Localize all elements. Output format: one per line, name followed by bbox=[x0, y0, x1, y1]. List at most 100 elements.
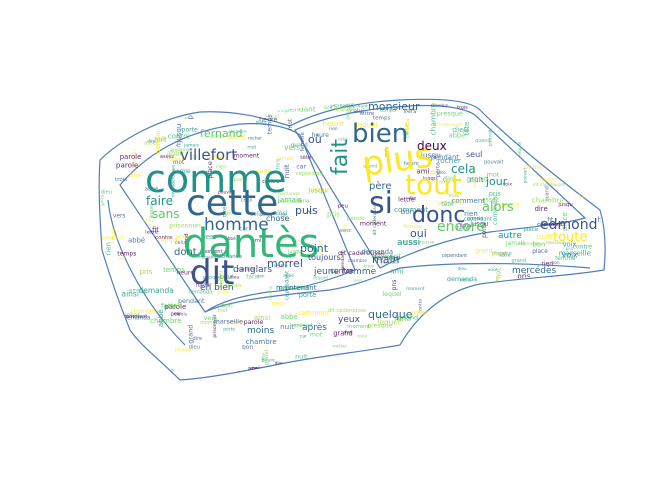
word-parole: parole bbox=[116, 161, 139, 170]
word-ainsi: ainsi bbox=[254, 314, 270, 322]
word-place: place bbox=[114, 339, 123, 360]
word-autre: autre bbox=[498, 231, 522, 241]
word-cependant: cependant bbox=[296, 171, 323, 177]
word-grand: grand bbox=[364, 373, 379, 379]
word-demanda: demanda bbox=[218, 254, 242, 260]
word-mot: mot bbox=[558, 325, 567, 330]
word-pouvait: pouvait bbox=[522, 167, 527, 183]
word-temps: temps bbox=[373, 116, 391, 122]
word-femme: femme bbox=[227, 320, 244, 326]
word-trois: trois bbox=[276, 158, 282, 169]
word-place: place bbox=[523, 227, 538, 233]
word-car: car bbox=[239, 227, 249, 233]
word-demanda: demanda bbox=[476, 293, 501, 299]
word-quand: quand bbox=[471, 373, 489, 379]
book-right-page bbox=[294, 104, 587, 269]
book-outer-edge bbox=[98, 98, 606, 381]
word-prisonnier: prisonnier bbox=[170, 147, 192, 153]
word-place: place bbox=[206, 161, 214, 179]
word-car: car bbox=[452, 311, 460, 322]
word-temps: temps bbox=[266, 114, 274, 135]
word-jusqu: jusqu bbox=[175, 124, 183, 144]
word-jusqu: jusqu bbox=[557, 202, 572, 208]
word-ami: ami bbox=[294, 323, 303, 329]
word-parole: parole bbox=[405, 123, 411, 138]
word-quand: quand bbox=[475, 138, 490, 144]
word-femme: femme bbox=[327, 378, 343, 384]
word-peu: peu bbox=[171, 312, 181, 318]
word-dieu: dieu bbox=[189, 345, 200, 351]
word-pouvait: pouvait bbox=[488, 129, 494, 146]
word-eh-bien: eh bien bbox=[200, 283, 234, 293]
word-presque: presque bbox=[203, 275, 221, 281]
word-heure: heure bbox=[111, 227, 117, 244]
word-faria: faria bbox=[246, 274, 260, 280]
word-rocher: rocher bbox=[367, 219, 381, 225]
word-trois: trois bbox=[376, 350, 387, 356]
word-marseille: marseille bbox=[197, 255, 217, 261]
word-dire: dire bbox=[193, 336, 203, 342]
word-vers: vers bbox=[204, 315, 217, 322]
word-toujours: toujours bbox=[308, 253, 341, 262]
word-faria: faria bbox=[161, 301, 177, 310]
word-pendant: pendant bbox=[154, 125, 162, 154]
word-voix: voix bbox=[243, 101, 255, 107]
word-femme: femme bbox=[237, 376, 253, 382]
word-parole: parole bbox=[492, 252, 508, 258]
word-demanda: demanda bbox=[139, 286, 174, 295]
word-trois: trois bbox=[457, 105, 468, 111]
word-cependant: cependant bbox=[442, 253, 468, 259]
word-fit: fit bbox=[357, 380, 362, 386]
word-comment: comment bbox=[298, 309, 330, 317]
word-ainsi: ainsi bbox=[122, 290, 139, 299]
word-pris: pris bbox=[489, 189, 502, 197]
word-jusqu: jusqu bbox=[287, 249, 301, 255]
word-faria: faria bbox=[394, 314, 411, 323]
word-lequel: lequel bbox=[356, 120, 378, 129]
word-bon: bon bbox=[482, 304, 492, 310]
word-prisonnier: prisonnier bbox=[169, 222, 201, 229]
word-assez: assez bbox=[556, 119, 564, 138]
word-grand: grand bbox=[333, 330, 353, 338]
word-bon: bon bbox=[552, 260, 560, 266]
word-encore: encore bbox=[437, 219, 485, 235]
word-continua: continua bbox=[472, 166, 478, 188]
word-chambre: chambre bbox=[150, 316, 182, 325]
word-ami: ami bbox=[117, 256, 125, 262]
word-lequel: lequel bbox=[333, 105, 354, 113]
word-abbe: abbé bbox=[283, 272, 294, 279]
word-pris: pris bbox=[517, 272, 531, 281]
word-voix: voix bbox=[503, 182, 513, 188]
word-quelque: quelque bbox=[368, 308, 413, 321]
word-faria: faria bbox=[405, 119, 411, 131]
word-moment: moment bbox=[406, 286, 425, 292]
word-ainsi: ainsi bbox=[129, 173, 143, 179]
word-assez: assez bbox=[516, 296, 524, 315]
word-contre: contre bbox=[418, 299, 424, 314]
word-fit: fit bbox=[547, 217, 554, 223]
word-caderousse: dit caderousse bbox=[406, 350, 440, 356]
word-rien: rien bbox=[464, 209, 478, 218]
word-continua: continua bbox=[499, 289, 507, 319]
word-ainsi: ainsi bbox=[107, 310, 121, 316]
word-tete: tête bbox=[437, 169, 447, 176]
word-temps: temps bbox=[163, 266, 185, 274]
word-voix: voix bbox=[562, 251, 578, 260]
word-cela: cela bbox=[451, 162, 476, 176]
word-grand: grand bbox=[184, 234, 190, 248]
word-seul: seul bbox=[466, 150, 482, 159]
word-rien: rien bbox=[491, 371, 503, 378]
word-yeux: yeux bbox=[338, 315, 361, 325]
word-tete: tête bbox=[300, 154, 312, 161]
word-pris: pris bbox=[392, 280, 398, 291]
word-vers: vers bbox=[113, 213, 126, 219]
word-pouvait: pouvait bbox=[483, 284, 500, 290]
word-heure: heure bbox=[259, 115, 278, 123]
word-quand: quand bbox=[505, 364, 520, 370]
word-fit: fit bbox=[477, 374, 483, 381]
word-monsieur: monsieur bbox=[368, 100, 420, 113]
word-voix: voix bbox=[449, 193, 460, 199]
word-sans: sans bbox=[152, 207, 179, 221]
word-femme: femme bbox=[268, 285, 273, 300]
word-assez: assez bbox=[340, 227, 351, 232]
